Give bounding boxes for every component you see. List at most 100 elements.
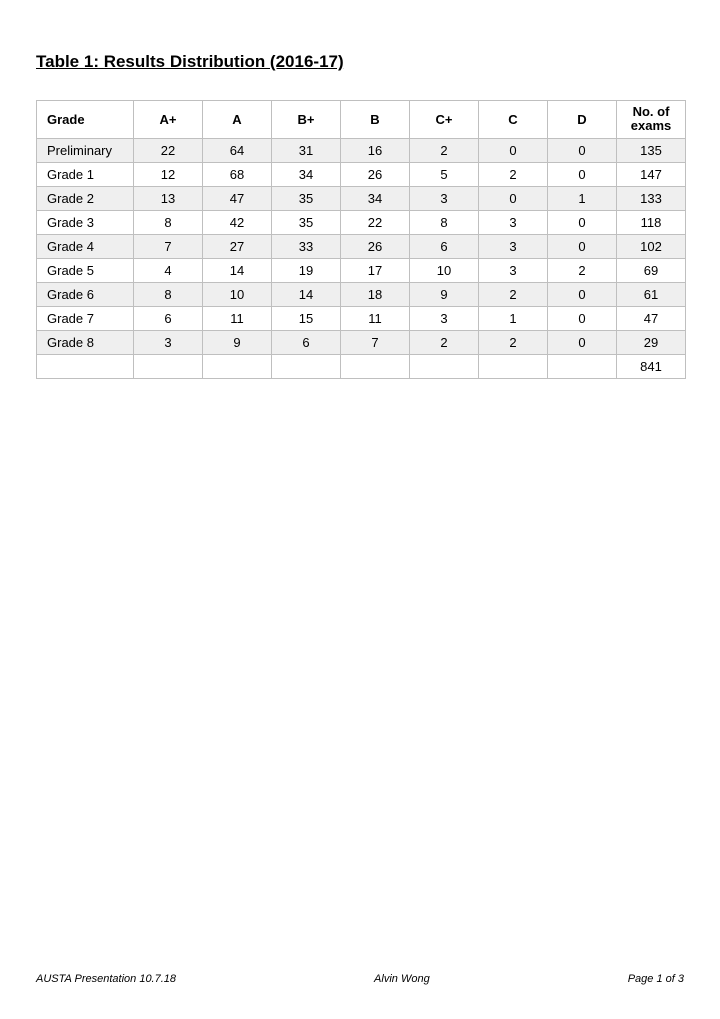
table-cell: 10 xyxy=(410,258,479,282)
table-body: Preliminary22643116200135Grade 112683426… xyxy=(37,138,686,378)
table-cell: 33 xyxy=(272,234,341,258)
table-cell xyxy=(203,354,272,378)
table-cell: 3 xyxy=(479,234,548,258)
table-cell: 5 xyxy=(410,162,479,186)
table-cell: 61 xyxy=(617,282,686,306)
table-cell: 147 xyxy=(617,162,686,186)
col-header: D xyxy=(548,101,617,139)
table-cell: 2 xyxy=(479,162,548,186)
row-label: Grade 2 xyxy=(37,186,134,210)
table-cell: 3 xyxy=(410,306,479,330)
table-cell: 64 xyxy=(203,138,272,162)
col-header: C xyxy=(479,101,548,139)
table-cell xyxy=(479,354,548,378)
table-cell: 12 xyxy=(134,162,203,186)
table-total-row: 841 xyxy=(37,354,686,378)
table-cell: 3 xyxy=(410,186,479,210)
table-row: Grade 47273326630102 xyxy=(37,234,686,258)
table-cell: 3 xyxy=(479,210,548,234)
page: Table 1: Results Distribution (2016-17) … xyxy=(0,0,720,1019)
table-row: Grade 112683426520147 xyxy=(37,162,686,186)
table-cell xyxy=(548,354,617,378)
table-row: Grade 6810141892061 xyxy=(37,282,686,306)
table-cell: 7 xyxy=(341,330,410,354)
table-cell xyxy=(410,354,479,378)
table-cell: 34 xyxy=(341,186,410,210)
row-label: Grade 1 xyxy=(37,162,134,186)
table-cell: 8 xyxy=(134,282,203,306)
table-cell: 0 xyxy=(479,186,548,210)
table-cell: 18 xyxy=(341,282,410,306)
table-cell: 133 xyxy=(617,186,686,210)
table-cell: 22 xyxy=(134,138,203,162)
table-cell: 2 xyxy=(410,138,479,162)
col-header: A xyxy=(203,101,272,139)
table-cell: 118 xyxy=(617,210,686,234)
col-header: C+ xyxy=(410,101,479,139)
table-cell: 0 xyxy=(548,306,617,330)
table-header: Grade A+ A B+ B C+ C D No. of exams xyxy=(37,101,686,139)
table-cell xyxy=(272,354,341,378)
table-cell: 34 xyxy=(272,162,341,186)
table-cell: 14 xyxy=(272,282,341,306)
table-cell: 69 xyxy=(617,258,686,282)
table-cell: 6 xyxy=(134,306,203,330)
table-cell: 0 xyxy=(548,210,617,234)
table-cell: 0 xyxy=(548,234,617,258)
row-label xyxy=(37,354,134,378)
table-cell: 2 xyxy=(479,330,548,354)
row-label: Grade 4 xyxy=(37,234,134,258)
row-label: Grade 8 xyxy=(37,330,134,354)
row-label: Preliminary xyxy=(37,138,134,162)
table-cell: 10 xyxy=(203,282,272,306)
table-cell: 0 xyxy=(548,330,617,354)
table-cell: 9 xyxy=(203,330,272,354)
table-cell: 0 xyxy=(548,162,617,186)
table-cell: 47 xyxy=(203,186,272,210)
table-cell: 6 xyxy=(410,234,479,258)
table-cell: 15 xyxy=(272,306,341,330)
table-cell: 11 xyxy=(203,306,272,330)
table-cell: 0 xyxy=(548,282,617,306)
row-label: Grade 5 xyxy=(37,258,134,282)
table-cell: 6 xyxy=(272,330,341,354)
col-header: B+ xyxy=(272,101,341,139)
table-cell: 13 xyxy=(134,186,203,210)
table-cell: 8 xyxy=(410,210,479,234)
table-row: Grade 213473534301133 xyxy=(37,186,686,210)
table-cell: 35 xyxy=(272,186,341,210)
table-cell: 27 xyxy=(203,234,272,258)
table-cell: 3 xyxy=(479,258,548,282)
footer-center: Alvin Wong xyxy=(374,973,430,985)
page-footer: AUSTA Presentation 10.7.18 Alvin Wong Pa… xyxy=(36,973,684,985)
table-row: Grade 8396722029 xyxy=(37,330,686,354)
col-header: A+ xyxy=(134,101,203,139)
table-row: Grade 7611151131047 xyxy=(37,306,686,330)
table-cell: 2 xyxy=(410,330,479,354)
table-cell: 29 xyxy=(617,330,686,354)
table-cell: 9 xyxy=(410,282,479,306)
table-cell: 7 xyxy=(134,234,203,258)
table-cell: 42 xyxy=(203,210,272,234)
page-title: Table 1: Results Distribution (2016-17) xyxy=(36,52,684,72)
table-cell: 2 xyxy=(479,282,548,306)
table-cell: 841 xyxy=(617,354,686,378)
footer-right: Page 1 of 3 xyxy=(628,973,684,985)
table-cell: 1 xyxy=(548,186,617,210)
table-cell: 4 xyxy=(134,258,203,282)
table-cell xyxy=(134,354,203,378)
table-cell: 11 xyxy=(341,306,410,330)
table-cell: 19 xyxy=(272,258,341,282)
table-cell xyxy=(341,354,410,378)
table-cell: 8 xyxy=(134,210,203,234)
table-cell: 135 xyxy=(617,138,686,162)
table-cell: 22 xyxy=(341,210,410,234)
table-cell: 3 xyxy=(134,330,203,354)
col-header: B xyxy=(341,101,410,139)
table-row: Grade 38423522830118 xyxy=(37,210,686,234)
table-cell: 26 xyxy=(341,162,410,186)
results-table: Grade A+ A B+ B C+ C D No. of exams Prel… xyxy=(36,100,686,379)
table-cell: 31 xyxy=(272,138,341,162)
table-cell: 102 xyxy=(617,234,686,258)
table-row: Grade 54141917103269 xyxy=(37,258,686,282)
